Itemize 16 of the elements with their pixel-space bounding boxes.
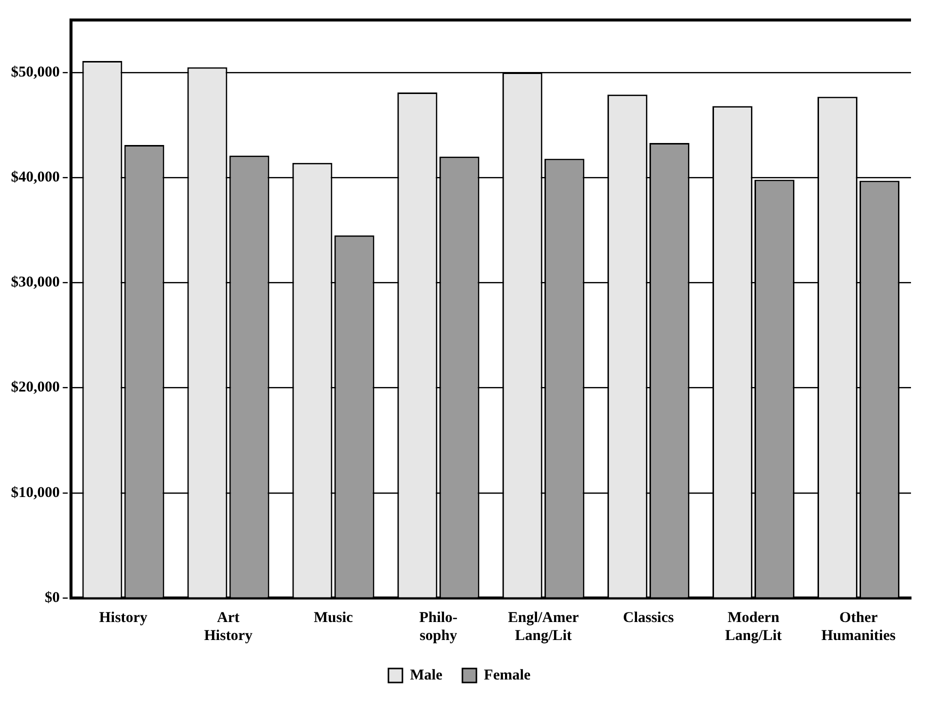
y-tick-label: $40,000 xyxy=(11,170,60,186)
x-tick-label: Modern Lang/Lit xyxy=(725,610,782,644)
x-tick-label: Engl/Amer Lang/Lit xyxy=(508,610,580,644)
legend-label: Female xyxy=(484,667,531,684)
x-tick-label: Music xyxy=(314,610,354,626)
x-tick-label: Other Humanities xyxy=(821,610,896,644)
y-tick-label: $0 xyxy=(44,590,60,606)
legend-label: Male xyxy=(410,667,443,684)
x-tick-label: History xyxy=(99,610,148,626)
x-tick-label: Philo- sophy xyxy=(419,610,458,644)
x-tick-label: Classics xyxy=(623,610,674,626)
x-tick-label: Art History xyxy=(204,610,253,644)
y-tick-label: $30,000 xyxy=(11,274,60,291)
y-tick-label: $10,000 xyxy=(11,484,60,501)
y-tick-label: $20,000 xyxy=(11,380,60,396)
y-tick-label: $50,000 xyxy=(11,64,60,80)
